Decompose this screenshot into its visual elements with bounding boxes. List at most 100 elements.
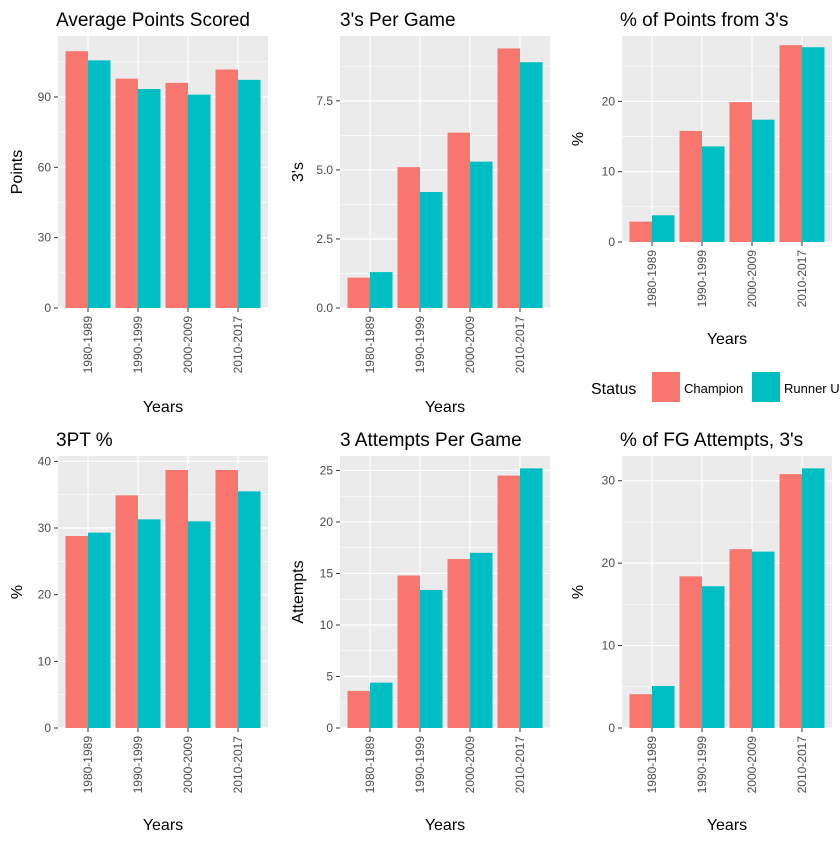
y-tick-label: 20 xyxy=(38,588,52,602)
bar-champion-2010-2017 xyxy=(779,45,802,243)
x-tick-label-1990-1999: 1990-1999 xyxy=(695,250,709,308)
y-tick-label: 30 xyxy=(602,474,616,488)
x-axis-label: Years xyxy=(707,331,747,348)
x-tick-label-1990-1999: 1990-1999 xyxy=(413,316,427,374)
bar-runner-up-1990-1999 xyxy=(420,192,443,308)
y-tick-label: 0 xyxy=(608,721,615,735)
legend-title: Status xyxy=(591,381,636,398)
x-axis-label: Years xyxy=(425,399,465,416)
bar-runner-up-1980-1989 xyxy=(370,272,393,308)
legend-label-champion: Champion xyxy=(684,381,743,396)
x-tick-label-1980-1989: 1980-1989 xyxy=(363,316,377,374)
y-axis-label: % xyxy=(570,132,587,146)
bar-champion-2000-2009 xyxy=(165,470,188,728)
bar-champion-2010-2017 xyxy=(215,470,238,728)
x-tick-label-2010-2017: 2010-2017 xyxy=(795,736,809,794)
panel-title: % of Points from 3's xyxy=(620,10,788,31)
bar-champion-2000-2009 xyxy=(729,102,752,242)
panel-2: 0.0 2.5 5.0 7.5 1980-1989 1990-1999 2000-2009 2… xyxy=(290,10,550,416)
bar-runner-up-1980-1989 xyxy=(652,685,675,728)
bar-champion-2010-2017 xyxy=(215,69,238,308)
bar-champion-2010-2017 xyxy=(497,475,520,728)
bar-runner-up-2000-2009 xyxy=(752,119,775,242)
x-tick-label-1980-1989: 1980-1989 xyxy=(363,736,377,794)
bar-champion-1980-1989 xyxy=(65,51,88,308)
y-tick-label: 15 xyxy=(320,566,334,580)
bar-runner-up-1980-1989 xyxy=(88,60,111,309)
y-tick-label: 0 xyxy=(44,301,51,315)
y-axis-label: 3's xyxy=(290,162,307,182)
bar-runner-up-1990-1999 xyxy=(702,586,725,728)
bar-runner-up-1980-1989 xyxy=(370,682,393,728)
bar-runner-up-1990-1999 xyxy=(138,519,161,728)
bar-runner-up-1990-1999 xyxy=(420,589,443,728)
y-tick-label: 0 xyxy=(326,721,333,735)
x-tick-label-2010-2017: 2010-2017 xyxy=(231,316,245,374)
x-tick-label-2000-2009: 2000-2009 xyxy=(745,250,759,308)
x-tick-label-1990-1999: 1990-1999 xyxy=(695,736,709,794)
x-axis-label: Years xyxy=(425,817,465,834)
bar-champion-2000-2009 xyxy=(447,132,470,308)
y-axis-label: % xyxy=(570,585,587,599)
x-tick-label-2000-2009: 2000-2009 xyxy=(463,316,477,374)
x-tick-label-2000-2009: 2000-2009 xyxy=(181,316,195,374)
panel-title: 3PT % xyxy=(56,430,113,451)
y-tick-label: 30 xyxy=(38,521,52,535)
y-tick-label: 90 xyxy=(38,90,52,104)
x-tick-label-2000-2009: 2000-2009 xyxy=(463,736,477,794)
y-tick-label: 0 xyxy=(608,235,615,249)
bar-champion-1980-1989 xyxy=(629,221,652,242)
bar-champion-1990-1999 xyxy=(679,576,702,728)
x-tick-label-2010-2017: 2010-2017 xyxy=(795,250,809,308)
bar-champion-2000-2009 xyxy=(447,559,470,728)
x-axis-label: Years xyxy=(143,817,183,834)
x-axis-label: Years xyxy=(707,817,747,834)
bar-champion-1980-1989 xyxy=(347,690,370,728)
bar-runner-up-2000-2009 xyxy=(470,161,493,308)
panel-title: 3's Per Game xyxy=(340,10,456,31)
x-tick-label-2000-2009: 2000-2009 xyxy=(181,736,195,794)
bar-champion-2000-2009 xyxy=(729,549,752,728)
x-tick-label-2000-2009: 2000-2009 xyxy=(745,736,759,794)
y-tick-label: 40 xyxy=(38,454,52,468)
x-tick-label-2010-2017: 2010-2017 xyxy=(513,736,527,794)
legend-key-champion xyxy=(652,372,680,402)
x-tick-label-1990-1999: 1990-1999 xyxy=(131,736,145,794)
x-tick-label-2010-2017: 2010-2017 xyxy=(231,736,245,794)
bar-runner-up-2000-2009 xyxy=(188,521,211,728)
y-tick-label: 2.5 xyxy=(316,232,333,246)
legend: Status Champion Runner Up xyxy=(591,372,840,402)
bar-runner-up-2010-2017 xyxy=(238,491,261,728)
bar-champion-1980-1989 xyxy=(65,536,88,728)
bar-champion-2000-2009 xyxy=(165,82,188,309)
y-axis-label: Points xyxy=(9,150,26,194)
y-tick-label: 20 xyxy=(602,94,616,108)
legend-label-runner-up: Runner Up xyxy=(784,381,840,396)
bar-runner-up-1980-1989 xyxy=(88,532,111,728)
y-tick-label: 20 xyxy=(320,515,334,529)
panel-title: Average Points Scored xyxy=(56,10,250,31)
bar-runner-up-2010-2017 xyxy=(520,62,543,308)
y-tick-label: 60 xyxy=(38,160,52,174)
panel-title: 3 Attempts Per Game xyxy=(340,430,522,451)
bar-runner-up-1980-1989 xyxy=(652,215,675,242)
bar-runner-up-2010-2017 xyxy=(238,79,261,309)
y-tick-label: 20 xyxy=(602,556,616,570)
panel-5: 0 5 10 15 20 25 1980-1989 1990-1999 2000-2009 201… xyxy=(290,430,550,834)
x-tick-label-1980-1989: 1980-1989 xyxy=(645,250,659,308)
bar-champion-1980-1989 xyxy=(347,277,370,308)
bar-runner-up-1990-1999 xyxy=(138,88,161,308)
x-tick-label-1980-1989: 1980-1989 xyxy=(645,736,659,794)
x-tick-label-1980-1989: 1980-1989 xyxy=(81,736,95,794)
y-tick-label: 10 xyxy=(602,165,616,179)
panel-title: % of FG Attempts, 3's xyxy=(620,430,803,451)
panel-3: 0 10 20 1980-1989 1990-1999 2000-2009 2010-201… xyxy=(570,10,832,348)
bar-runner-up-2000-2009 xyxy=(470,552,493,728)
y-tick-label: 7.5 xyxy=(316,94,333,108)
bar-champion-1990-1999 xyxy=(397,167,420,308)
x-tick-label-1990-1999: 1990-1999 xyxy=(413,736,427,794)
y-tick-label: 5.0 xyxy=(316,163,333,177)
bar-champion-2010-2017 xyxy=(497,48,520,309)
